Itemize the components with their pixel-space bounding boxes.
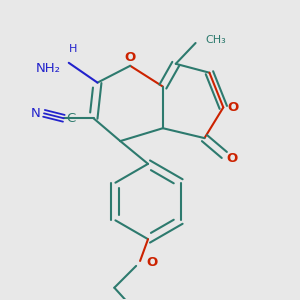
Text: NH₂: NH₂ <box>36 62 61 75</box>
Text: C: C <box>66 112 75 125</box>
Text: N: N <box>31 107 41 120</box>
Text: H: H <box>68 44 77 54</box>
Text: O: O <box>226 152 238 165</box>
Text: O: O <box>146 256 158 269</box>
Text: O: O <box>228 101 239 114</box>
Text: O: O <box>124 51 136 64</box>
Text: CH₃: CH₃ <box>206 35 226 45</box>
